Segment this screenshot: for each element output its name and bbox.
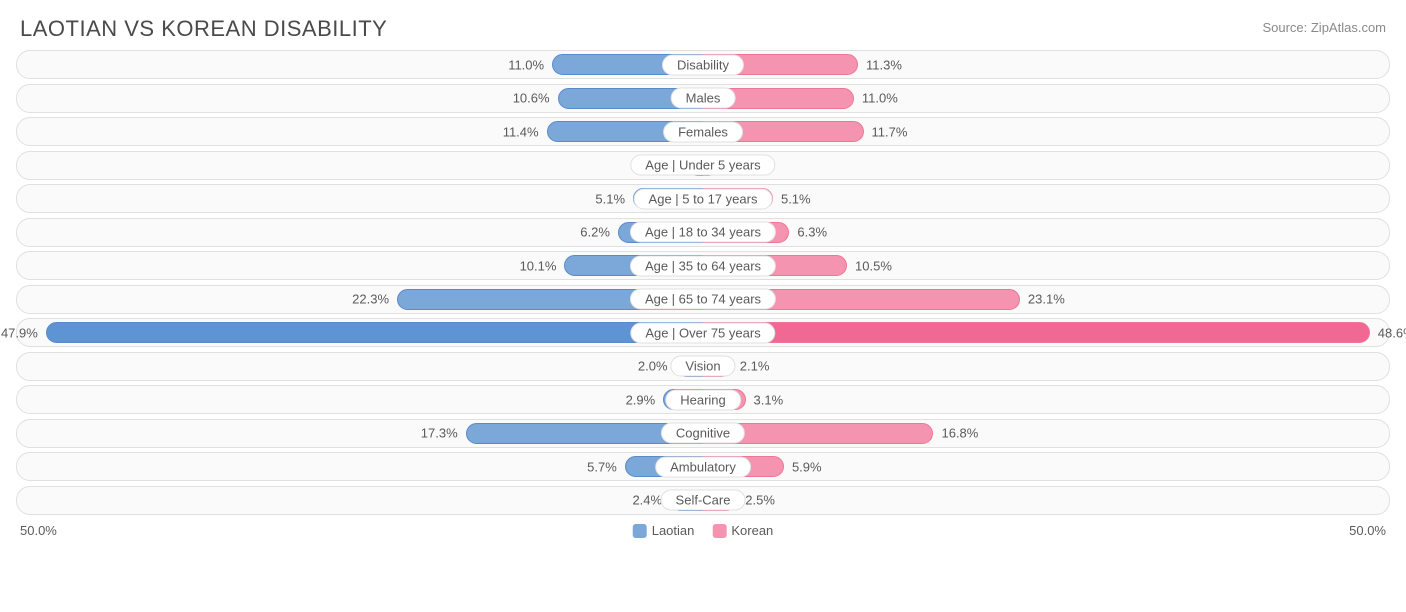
legend-label-laotian: Laotian [652,523,695,538]
category-label: Hearing [665,389,741,410]
category-label: Ambulatory [655,456,751,477]
category-label: Age | 18 to 34 years [630,222,776,243]
category-label: Females [663,121,743,142]
chart-row: 2.4% 2.5%Self-Care [16,486,1390,515]
category-label: Age | 35 to 64 years [630,255,776,276]
axis-max-left: 50.0% [20,523,703,538]
value-right: 10.5% [855,258,892,273]
chart-row: 2.9% 3.1% Hearing [16,385,1390,414]
legend-label-korean: Korean [731,523,773,538]
value-right: 11.0% [862,91,898,106]
chart-row: 22.3% 23.1% Age | 65 to 74 years [16,285,1390,314]
value-left: 2.4% [632,493,662,508]
bar-right [703,322,1370,343]
chart-row: 5.1% 5.1% Age | 5 to 17 years [16,184,1390,213]
value-left: 17.3% [421,426,458,441]
legend-swatch-laotian [633,524,647,538]
chart-row: 5.7% 5.9% Ambulatory [16,452,1390,481]
chart-row: 1.2%1.2%Age | Under 5 years [16,151,1390,180]
category-label: Cognitive [661,423,745,444]
chart-row: 17.3% 16.8% Cognitive [16,419,1390,448]
value-right: 5.1% [781,191,811,206]
category-label: Males [671,88,736,109]
chart-header: LAOTIAN VS KOREAN DISABILITY Source: Zip… [0,0,1406,50]
value-right: 5.9% [792,459,822,474]
legend-swatch-korean [712,524,726,538]
chart-row: 6.2% 6.3% Age | 18 to 34 years [16,218,1390,247]
value-left: 2.9% [626,392,656,407]
value-right: 48.6% [1378,325,1406,340]
value-right: 11.7% [872,124,908,139]
value-right: 2.1% [740,359,770,374]
chart-row: 11.4% 11.7% Females [16,117,1390,146]
category-label: Self-Care [661,490,746,511]
value-right: 11.3% [866,57,902,72]
legend: Laotian Korean [633,523,774,538]
value-left: 6.2% [580,225,610,240]
value-left: 11.0% [508,57,544,72]
chart-row: 11.0% 11.3% Disability [16,50,1390,79]
chart-source: Source: ZipAtlas.com [1262,16,1386,35]
category-label: Age | Under 5 years [630,155,775,176]
value-left: 10.6% [513,91,550,106]
legend-item-laotian: Laotian [633,523,695,538]
value-left: 47.9% [1,325,38,340]
category-label: Vision [670,356,735,377]
category-label: Disability [662,54,744,75]
value-left: 5.1% [595,191,625,206]
chart-row: 10.1% 10.5% Age | 35 to 64 years [16,251,1390,280]
chart-title: LAOTIAN VS KOREAN DISABILITY [20,16,387,42]
value-right: 6.3% [797,225,827,240]
value-left: 11.4% [503,124,539,139]
bar-left [46,322,703,343]
value-left: 22.3% [352,292,389,307]
chart-row: 47.9%48.6%Age | Over 75 years [16,318,1390,347]
category-label: Age | 65 to 74 years [630,289,776,310]
legend-item-korean: Korean [712,523,773,538]
category-label: Age | 5 to 17 years [634,188,773,209]
value-right: 23.1% [1028,292,1065,307]
value-right: 2.5% [745,493,775,508]
axis-max-right: 50.0% [703,523,1386,538]
category-label: Age | Over 75 years [630,322,775,343]
chart-footer: 50.0% Laotian Korean 50.0% [0,519,1406,538]
diverging-bar-chart: 11.0% 11.3% Disability 10.6% 11.0% Males 11.4%… [0,50,1406,515]
chart-row: 2.0% 2.1% Vision [16,352,1390,381]
value-left: 10.1% [520,258,557,273]
value-right: 16.8% [941,426,978,441]
value-left: 5.7% [587,459,617,474]
value-right: 3.1% [754,392,784,407]
chart-row: 10.6% 11.0% Males [16,84,1390,113]
value-left: 2.0% [638,359,668,374]
